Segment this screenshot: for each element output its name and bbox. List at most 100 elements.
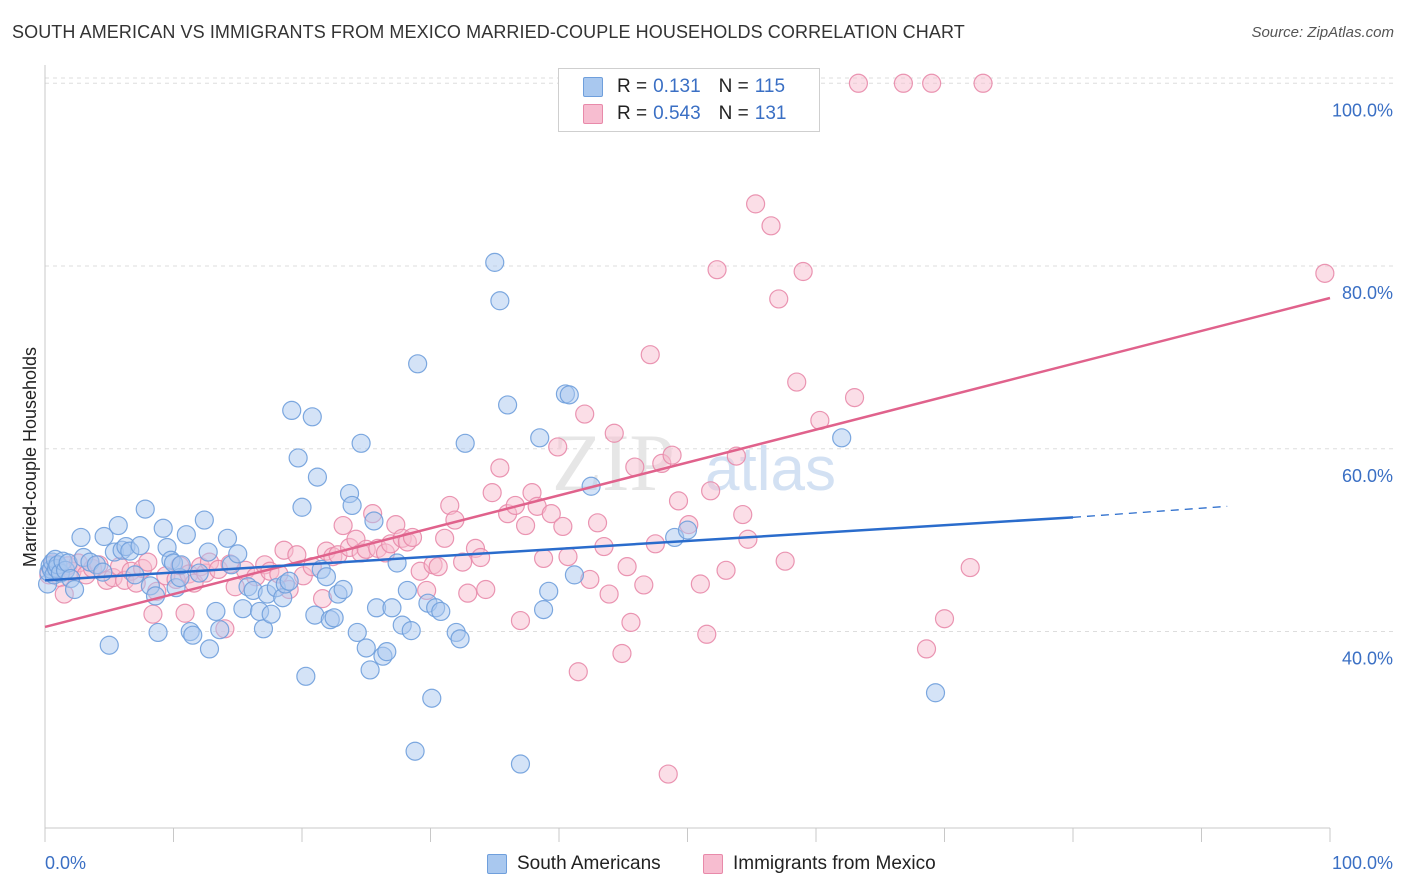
point-south-americans bbox=[333, 579, 353, 600]
point-immigrants-mexico bbox=[558, 547, 578, 567]
point-immigrants-mexico bbox=[617, 557, 637, 577]
point-immigrants-mexico bbox=[658, 764, 678, 784]
y-tick-label: 40.0% bbox=[1342, 649, 1393, 669]
point-immigrants-mexico bbox=[143, 604, 163, 624]
legend-swatch-pink bbox=[703, 854, 723, 874]
legend-r-value: 0.543 bbox=[653, 103, 701, 124]
legend-r-label: R = bbox=[617, 76, 648, 97]
point-immigrants-mexico bbox=[634, 575, 654, 595]
legend-n-value: 115 bbox=[754, 76, 786, 97]
watermark-atlas: atlas bbox=[705, 435, 836, 504]
legend-row-south-americans: R = 0.131 N = 115 bbox=[583, 74, 803, 100]
point-south-americans bbox=[217, 528, 238, 548]
y-axis-label: Married-couple Households bbox=[20, 347, 40, 567]
legend-item-immigrants-mexico: Immigrants from Mexico bbox=[703, 852, 936, 876]
point-immigrants-mexico bbox=[458, 583, 478, 603]
point-south-americans bbox=[153, 518, 173, 538]
point-immigrants-mexico bbox=[138, 552, 158, 572]
point-immigrants-mexico bbox=[848, 73, 869, 93]
point-south-americans bbox=[342, 495, 362, 516]
point-immigrants-mexico bbox=[761, 216, 781, 236]
point-south-americans bbox=[261, 604, 281, 624]
point-south-americans bbox=[431, 601, 451, 622]
point-immigrants-mexico bbox=[553, 516, 573, 537]
legend-n-value: 131 bbox=[754, 103, 787, 124]
point-immigrants-mexico bbox=[541, 504, 561, 524]
point-south-americans bbox=[539, 581, 559, 601]
point-immigrants-mexico bbox=[568, 662, 588, 682]
point-immigrants-mexico bbox=[435, 528, 455, 548]
point-south-americans bbox=[296, 666, 316, 686]
point-south-americans bbox=[233, 599, 253, 619]
point-south-americans bbox=[498, 395, 518, 415]
point-south-americans bbox=[832, 428, 852, 448]
point-immigrants-mexico bbox=[575, 404, 595, 424]
point-south-americans bbox=[382, 598, 402, 618]
y-tick-label: 60.0% bbox=[1342, 466, 1393, 486]
point-immigrants-mexico bbox=[482, 483, 502, 503]
point-south-americans bbox=[148, 622, 168, 643]
point-south-americans bbox=[302, 407, 322, 427]
point-south-americans bbox=[206, 601, 226, 622]
chart-title: SOUTH AMERICAN VS IMMIGRANTS FROM MEXICO… bbox=[12, 22, 965, 42]
y-tick-label: 80.0% bbox=[1342, 283, 1393, 303]
point-south-americans bbox=[198, 542, 218, 562]
tick-labels: 40.0% 60.0% 80.0% 100.0% 0.0% 100.0% bbox=[45, 100, 1393, 873]
point-immigrants-mexico bbox=[515, 515, 536, 536]
point-immigrants-mexico bbox=[453, 552, 473, 572]
point-immigrants-mexico bbox=[1315, 263, 1335, 283]
point-immigrants-mexico bbox=[746, 194, 766, 214]
point-immigrants-mexico bbox=[701, 481, 721, 501]
point-south-americans bbox=[99, 635, 119, 655]
point-south-americans bbox=[455, 433, 475, 453]
point-immigrants-mexico bbox=[934, 609, 955, 629]
point-south-americans bbox=[405, 741, 425, 761]
point-immigrants-mexico bbox=[510, 610, 531, 631]
point-south-americans bbox=[530, 428, 550, 448]
point-south-americans bbox=[564, 565, 585, 585]
point-immigrants-mexico bbox=[960, 557, 980, 578]
point-south-americans bbox=[316, 567, 337, 587]
x-tick-label: 0.0% bbox=[45, 853, 86, 873]
point-immigrants-mexico bbox=[621, 612, 641, 633]
point-immigrants-mexico bbox=[587, 513, 608, 533]
point-south-americans bbox=[183, 625, 203, 645]
point-immigrants-mexico bbox=[916, 639, 937, 659]
point-south-americans bbox=[408, 354, 428, 374]
point-immigrants-mexico bbox=[973, 73, 993, 93]
point-south-americans bbox=[176, 525, 196, 545]
point-immigrants-mexico bbox=[922, 73, 942, 93]
point-immigrants-mexico bbox=[775, 551, 795, 571]
point-immigrants-mexico bbox=[471, 547, 491, 568]
point-immigrants-mexico bbox=[893, 73, 913, 93]
point-south-americans bbox=[377, 642, 397, 662]
grid-lines bbox=[45, 77, 1395, 633]
legend-n-label: N = bbox=[718, 103, 749, 124]
point-south-americans bbox=[364, 511, 384, 531]
point-immigrants-mexico bbox=[793, 261, 813, 282]
point-immigrants-mexico bbox=[690, 574, 710, 594]
trend-lines bbox=[44, 296, 1331, 629]
point-south-americans bbox=[347, 622, 367, 643]
point-immigrants-mexico bbox=[476, 579, 496, 600]
point-south-americans bbox=[401, 621, 421, 641]
trendline-south-americans bbox=[44, 516, 1074, 582]
point-south-americans bbox=[64, 579, 85, 600]
trendline-immigrants-mexico bbox=[44, 296, 1331, 629]
source-credit: Source: ZipAtlas.com bbox=[1251, 24, 1394, 41]
legend-r-label: R = bbox=[617, 103, 648, 124]
point-immigrants-mexico bbox=[548, 437, 568, 457]
legend-label-south-americans: South Americans bbox=[517, 853, 661, 874]
point-immigrants-mexico bbox=[733, 504, 753, 525]
point-south-americans bbox=[279, 571, 299, 591]
point-south-americans bbox=[108, 515, 128, 536]
point-south-americans bbox=[677, 520, 698, 540]
points-immigrants-mexico bbox=[39, 73, 1335, 784]
point-immigrants-mexico bbox=[716, 560, 736, 580]
point-immigrants-mexico bbox=[668, 491, 689, 511]
point-immigrants-mexico bbox=[662, 445, 682, 465]
point-south-americans bbox=[71, 527, 91, 548]
point-immigrants-mexico bbox=[640, 345, 660, 365]
point-south-americans bbox=[490, 291, 510, 311]
